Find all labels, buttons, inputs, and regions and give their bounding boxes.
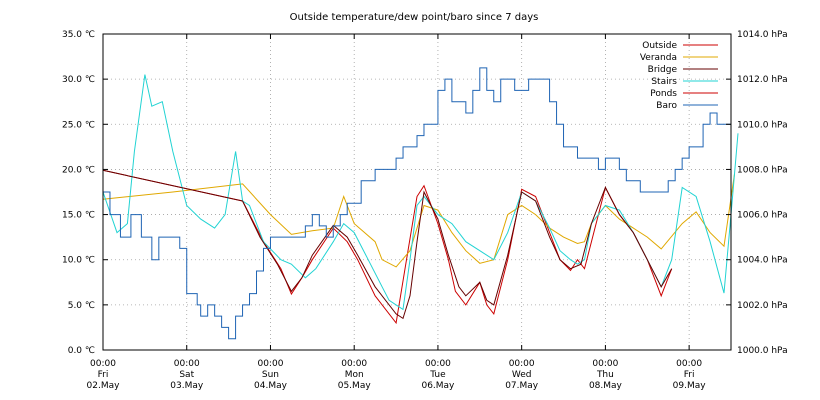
x-tick-day: Mon xyxy=(345,370,364,380)
x-tick-time: 00:00 xyxy=(90,359,116,369)
x-tick-day: Sun xyxy=(262,370,279,380)
plot-frame xyxy=(102,33,732,351)
x-tick-day: Fri xyxy=(98,370,109,380)
y-left-tick-label: 10.0 ℃ xyxy=(62,256,95,266)
y-left-tick-label: 20.0 ℃ xyxy=(62,165,95,175)
y-right-tick-label: 1014.0 hPa xyxy=(737,30,788,40)
y-right-tick-label: 1008.0 hPa xyxy=(737,165,788,175)
legend: Outside Veranda Bridge Stairs Ponds Baro xyxy=(640,41,718,111)
y-right-tick-label: 1000.0 hPa xyxy=(737,346,788,356)
x-tick-date: 08.May xyxy=(589,381,623,391)
legend-label-ponds: Ponds xyxy=(650,89,677,99)
x-tick-time: 00:00 xyxy=(425,359,451,369)
y-left-tick-label: 25.0 ℃ xyxy=(62,120,95,130)
x-tick-time: 00:00 xyxy=(174,359,200,369)
chart-title: Outside temperature/dew point/baro since… xyxy=(290,12,539,23)
x-tick-date: 02.May xyxy=(87,381,121,391)
x-tick-day: Sat xyxy=(179,370,194,380)
legend-label-baro: Baro xyxy=(656,101,677,111)
y-right-tick-label: 1012.0 hPa xyxy=(737,75,788,85)
y-right-tick-label: 1006.0 hPa xyxy=(737,211,788,221)
x-tick-date: 07.May xyxy=(505,381,539,391)
y-left-tick-label: 15.0 ℃ xyxy=(62,211,95,221)
x-tick-time: 00:00 xyxy=(676,359,702,369)
series-lines xyxy=(102,67,739,340)
y-left-tick-label: 30.0 ℃ xyxy=(62,75,95,85)
legend-label-bridge: Bridge xyxy=(648,65,678,75)
x-tick-date: 06.May xyxy=(421,381,455,391)
legend-label-veranda: Veranda xyxy=(640,53,677,63)
series-line-outside xyxy=(102,169,673,325)
y-left-tick-label: 0.0 ℃ xyxy=(68,346,95,356)
x-tick-time: 00:00 xyxy=(341,359,367,369)
x-tick-date: 04.May xyxy=(254,381,288,391)
x-tick-time: 00:00 xyxy=(257,359,283,369)
series-line-veranda xyxy=(102,173,735,268)
x-tick-time: 00:00 xyxy=(592,359,618,369)
y-left-tick-label: 5.0 ℃ xyxy=(68,301,95,311)
y-right-tick-label: 1002.0 hPa xyxy=(737,301,788,311)
y-right-tick-label: 1004.0 hPa xyxy=(737,256,788,266)
x-tick-date: 05.May xyxy=(338,381,372,391)
x-tick-day: Thu xyxy=(596,370,614,380)
series-line-bridge xyxy=(102,169,673,320)
x-tick-date: 03.May xyxy=(170,381,204,391)
series-line-stairs xyxy=(102,74,739,311)
legend-label-stairs: Stairs xyxy=(651,77,677,87)
x-tick-day: Tue xyxy=(429,370,446,380)
x-tick-day: Wed xyxy=(512,370,532,380)
series-line-baro xyxy=(103,67,731,340)
axis-tick-labels: 0.0 ℃ 1000.0 hPa 5.0 ℃ 1002.0 hPa 10.0 ℃ 1004… xyxy=(62,30,788,391)
y-right-tick-label: 1010.0 hPa xyxy=(737,120,788,130)
x-tick-time: 00:00 xyxy=(509,359,535,369)
legend-label-outside: Outside xyxy=(642,41,677,51)
x-tick-day: Fri xyxy=(684,370,695,380)
x-tick-date: 09.May xyxy=(673,381,707,391)
y-left-tick-label: 35.0 ℃ xyxy=(62,30,95,40)
